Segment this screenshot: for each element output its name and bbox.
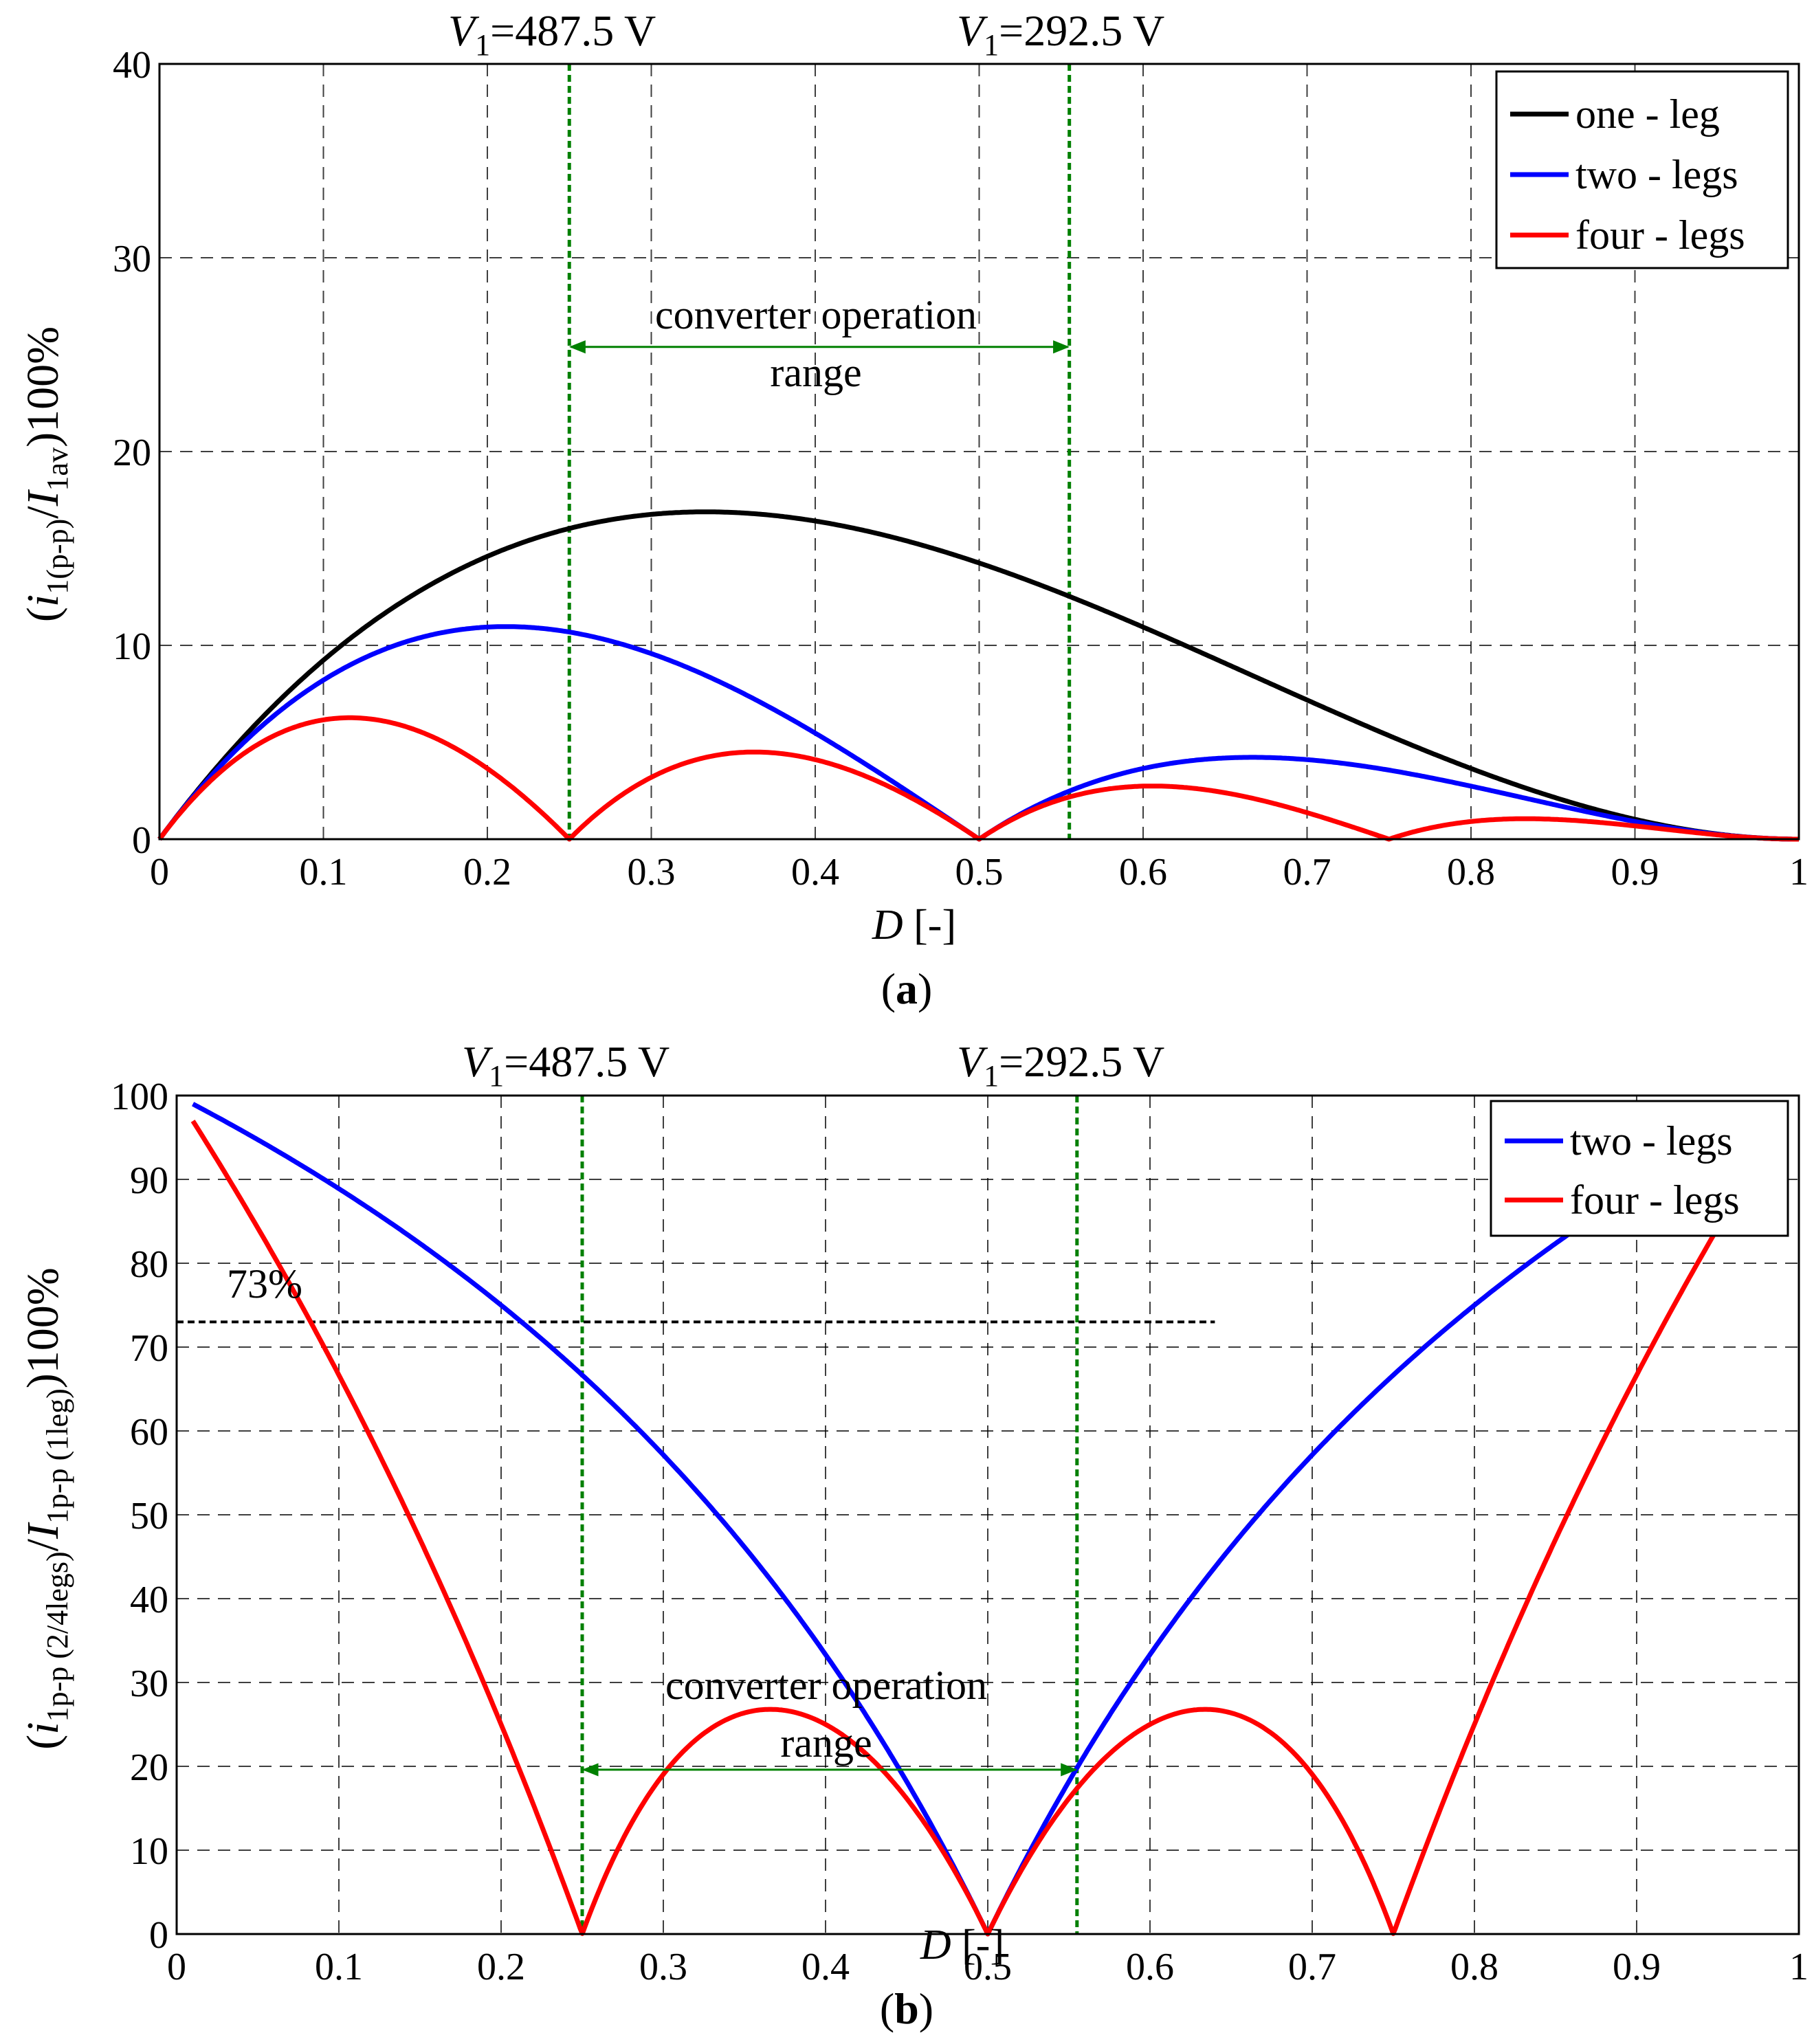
- plot-frame-a: [158, 63, 1800, 841]
- x-tick-label: 0.9: [1611, 851, 1659, 893]
- series-line-one-leg: [157, 509, 1800, 842]
- legend-label-four-legs-b: four - legs: [1570, 1177, 1740, 1223]
- x-axis-label-a: D [-]: [872, 902, 956, 948]
- grid-b: [177, 1096, 1799, 1934]
- x-tick-label: 0.4: [801, 1946, 850, 1988]
- y-tick-label: 30: [130, 1663, 168, 1705]
- vline-label-a-2: V1=292.5 V: [957, 6, 1164, 62]
- x-tick-label: 1: [1789, 1946, 1809, 1988]
- x-tick-label: 0.8: [1447, 851, 1495, 893]
- x-tick-label: 0.9: [1613, 1946, 1661, 1988]
- range-text-a-line1: converter operation: [655, 292, 977, 337]
- y-tick-label: 80: [130, 1243, 168, 1286]
- x-tick-label: 1: [1789, 851, 1809, 893]
- y-axis-label-a: (i1(p-p)/I1av)100%: [18, 326, 74, 622]
- vline-label-a-1: V1=487.5 V: [448, 6, 656, 62]
- x-tick-label: 0: [150, 851, 169, 893]
- caption-b: (b): [880, 1984, 933, 2033]
- x-tick-label: 0.7: [1283, 851, 1331, 893]
- x-axis-label-b: D [-]: [920, 1922, 1004, 1968]
- x-ticks-b: 0 0.1 0.2 0.3 0.4 0.5 0.6 0.7 0.8 0.9 1: [167, 1946, 1809, 1988]
- x-tick-label: 0.3: [628, 851, 676, 893]
- y-tick-label: 40: [130, 1579, 168, 1621]
- range-text-b-line1: converter operation: [665, 1663, 987, 1708]
- x-tick-label: 0.6: [1119, 851, 1167, 893]
- legend-a: one - leg two - legs four - legs: [1495, 70, 1789, 269]
- x-tick-label: 0.7: [1288, 1946, 1336, 1988]
- x-tick-label: 0: [167, 1946, 186, 1988]
- y-tick-label: 50: [130, 1495, 168, 1537]
- hline-label-73: 73%: [227, 1261, 302, 1307]
- y-ticks-b: 0 10 20 30 40 50 60 70 80 90 100: [111, 1076, 168, 1957]
- legend-label-one-leg: one - leg: [1575, 91, 1720, 137]
- y-tick-label: 0: [149, 1914, 168, 1957]
- y-tick-label: 0: [132, 819, 151, 862]
- y-tick-label: 20: [130, 1746, 168, 1789]
- y-tick-label: 10: [113, 625, 151, 668]
- y-ticks-a: 0 10 20 30 40: [113, 44, 151, 862]
- panel-a: 0 0.1 0.2 0.3 0.4 0.5 0.6 0.7 0.8 0.9 1 010203040 …: [18, 6, 1809, 1013]
- x-tick-label: 0.5: [964, 1946, 1012, 1988]
- range-text-a-line2: range: [770, 350, 861, 395]
- x-tick-label: 0.6: [1126, 1946, 1174, 1988]
- panel-b: 0 0.1 0.2 0.3 0.4 0.5 0.6 0.7 0.8 0.9 1 0 10 20 30 40 5…: [18, 1037, 1809, 2033]
- legend-b: two - legs four - legs: [1490, 1100, 1789, 1237]
- legend-label-four-legs-a: four - legs: [1575, 212, 1745, 258]
- y-tick-label: 10: [130, 1830, 168, 1873]
- x-tick-label: 0.2: [463, 851, 511, 893]
- y-tick-label: 30: [113, 238, 151, 280]
- caption-a: (a): [881, 964, 933, 1013]
- vline-label-b-2: V1=292.5 V: [957, 1037, 1164, 1093]
- y-tick-label: 20: [113, 432, 151, 474]
- legend-label-two-legs-a: two - legs: [1575, 152, 1738, 197]
- legend-label-two-legs-b: two - legs: [1570, 1118, 1733, 1164]
- y-tick-label: 70: [130, 1327, 168, 1370]
- vline-label-b-1: V1=487.5 V: [462, 1037, 670, 1093]
- x-tick-label: 0.5: [955, 851, 1004, 893]
- vlines-a: [567, 64, 1072, 839]
- plot-frame-b: [175, 1094, 1800, 1935]
- x-tick-label: 0.3: [639, 1946, 687, 1988]
- x-tick-label: 0.4: [791, 851, 839, 893]
- x-tick-label: 0.2: [477, 1946, 525, 1988]
- x-tick-label: 0.1: [300, 851, 348, 893]
- x-tick-label: 0.8: [1450, 1946, 1498, 1988]
- y-axis-label-b: (i1p-p (2/4legs)/I1p-p (1leg))100%: [18, 1267, 74, 1749]
- y-tick-label: 60: [130, 1411, 168, 1454]
- range-text-b-line2: range: [780, 1720, 872, 1766]
- y-tick-label: 100: [111, 1076, 168, 1118]
- x-ticks-a: 0 0.1 0.2 0.3 0.4 0.5 0.6 0.7 0.8 0.9 1: [150, 851, 1809, 893]
- legend-box-b: [1490, 1100, 1789, 1237]
- y-tick-label: 90: [130, 1159, 168, 1202]
- y-tick-label: 40: [113, 44, 151, 87]
- x-tick-label: 0.1: [315, 1946, 363, 1988]
- vlines-b: [580, 1096, 1079, 1934]
